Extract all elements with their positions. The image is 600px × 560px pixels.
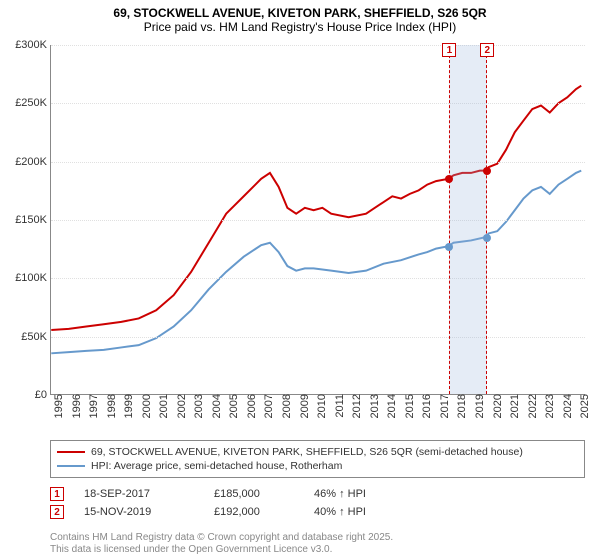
x-axis-label: 1996: [69, 394, 83, 418]
y-axis-label: £100K: [3, 272, 51, 284]
x-axis-label: 2001: [156, 394, 170, 418]
x-axis-label: 2000: [139, 394, 153, 418]
x-axis-label: 2025: [577, 394, 591, 418]
y-axis-label: £250K: [3, 97, 51, 109]
marker-pct-1: 46% ↑ HPI: [314, 488, 414, 500]
x-axis-label: 2023: [542, 394, 556, 418]
legend-box: 69, STOCKWELL AVENUE, KIVETON PARK, SHEF…: [50, 440, 585, 478]
marker-price-1: £185,000: [214, 488, 294, 500]
footer-line1: Contains HM Land Registry data © Crown c…: [50, 532, 393, 544]
marker-dot-price-1: [445, 175, 453, 183]
legend-swatch-hpi: [57, 465, 85, 467]
y-axis-label: £200K: [3, 156, 51, 168]
x-axis-label: 2014: [384, 394, 398, 418]
footer-line2: This data is licensed under the Open Gov…: [50, 544, 393, 556]
marker-price-2: £192,000: [214, 506, 294, 518]
marker-dot-hpi-2: [483, 234, 491, 242]
x-axis-label: 2019: [472, 394, 486, 418]
marker-badge-2: 2: [50, 505, 64, 519]
x-axis-label: 2004: [209, 394, 223, 418]
x-axis-label: 2024: [560, 394, 574, 418]
legend-label-price-paid: 69, STOCKWELL AVENUE, KIVETON PARK, SHEF…: [91, 446, 523, 458]
y-axis-label: £150K: [3, 214, 51, 226]
x-axis-label: 2003: [191, 394, 205, 418]
x-axis-label: 2008: [279, 394, 293, 418]
marker-dot-hpi-1: [445, 243, 453, 251]
x-axis-label: 2006: [244, 394, 258, 418]
marker-dot-price-2: [483, 167, 491, 175]
chart-plot-area: £0£50K£100K£150K£200K£250K£300K199519961…: [50, 45, 585, 395]
marker-band: [449, 45, 487, 394]
x-axis-label: 2012: [349, 394, 363, 418]
marker-box-2: 2: [480, 43, 494, 57]
marker-box-1: 1: [442, 43, 456, 57]
x-axis-label: 2021: [507, 394, 521, 418]
x-axis-label: 2002: [174, 394, 188, 418]
x-axis-label: 2020: [490, 394, 504, 418]
x-axis-label: 2016: [419, 394, 433, 418]
marker-row-1: 1 18-SEP-2017 £185,000 46% ↑ HPI: [50, 485, 585, 503]
y-axis-label: £50K: [3, 331, 51, 343]
title-line2: Price paid vs. HM Land Registry's House …: [10, 20, 590, 34]
series-line-hpi: [51, 171, 581, 354]
x-axis-label: 2015: [402, 394, 416, 418]
legend-item-price-paid: 69, STOCKWELL AVENUE, KIVETON PARK, SHEF…: [57, 445, 578, 459]
x-axis-label: 1997: [86, 394, 100, 418]
y-axis-label: £300K: [3, 39, 51, 51]
legend-label-hpi: HPI: Average price, semi-detached house,…: [91, 460, 342, 472]
marker-row-2: 2 15-NOV-2019 £192,000 40% ↑ HPI: [50, 503, 585, 521]
title-line1: 69, STOCKWELL AVENUE, KIVETON PARK, SHEF…: [10, 6, 590, 20]
marker-badge-1: 1: [50, 487, 64, 501]
x-axis-label: 1999: [121, 394, 135, 418]
x-axis-label: 2007: [261, 394, 275, 418]
x-axis-label: 2017: [437, 394, 451, 418]
marker-date-2: 15-NOV-2019: [84, 506, 194, 518]
footer-attribution: Contains HM Land Registry data © Crown c…: [50, 532, 393, 556]
legend-swatch-price-paid: [57, 451, 85, 453]
x-axis-label: 1998: [104, 394, 118, 418]
markers-table: 1 18-SEP-2017 £185,000 46% ↑ HPI 2 15-NO…: [50, 485, 585, 521]
x-axis-label: 2011: [332, 394, 346, 418]
x-axis-label: 2005: [226, 394, 240, 418]
x-axis-label: 2022: [525, 394, 539, 418]
x-axis-label: 2018: [454, 394, 468, 418]
x-axis-label: 1995: [51, 394, 65, 418]
x-axis-label: 2010: [314, 394, 328, 418]
x-axis-label: 2009: [297, 394, 311, 418]
marker-pct-2: 40% ↑ HPI: [314, 506, 414, 518]
legend-item-hpi: HPI: Average price, semi-detached house,…: [57, 459, 578, 473]
marker-date-1: 18-SEP-2017: [84, 488, 194, 500]
x-axis-label: 2013: [367, 394, 381, 418]
chart-title: 69, STOCKWELL AVENUE, KIVETON PARK, SHEF…: [0, 0, 600, 36]
series-line-price_paid: [51, 86, 581, 330]
y-axis-label: £0: [3, 389, 51, 401]
